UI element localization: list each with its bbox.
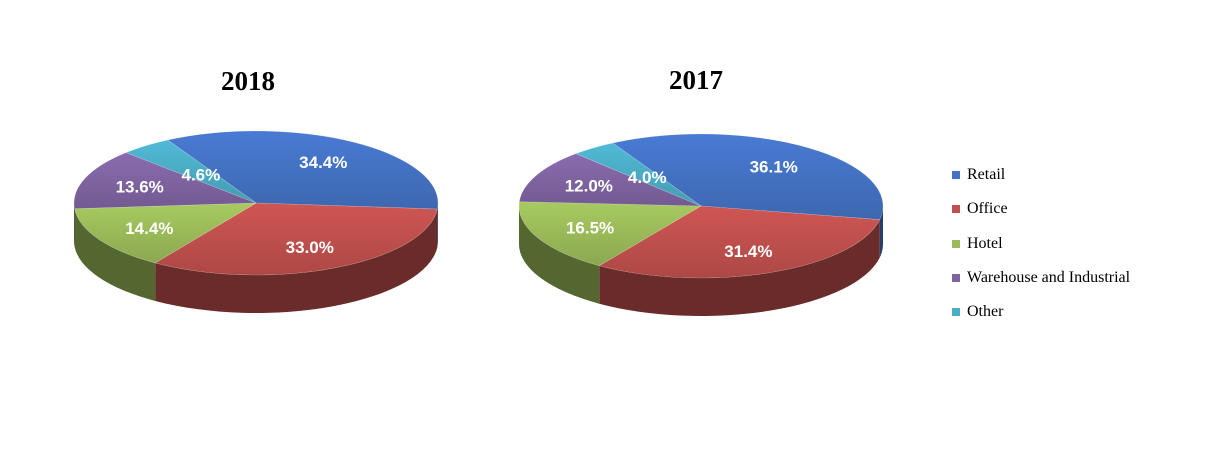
- data-label-warehouse-and-industrial: 13.6%: [116, 177, 164, 196]
- pie-slice-office: [598, 205, 881, 279]
- data-label-hotel: 16.5%: [566, 219, 614, 238]
- pie-slice-other: [125, 139, 257, 204]
- pie-slice-office: [154, 202, 438, 276]
- pie-chart-2018: 2018 34.4% 33.0% 14.4% 13.6% 4.6%: [73, 66, 439, 313]
- data-label-retail: 36.1%: [750, 157, 798, 176]
- pie-slice-hotel: [74, 202, 257, 264]
- legend-item-warehouse-and-industrial: Warehouse and Industrial: [952, 261, 1130, 295]
- legend-swatch: [952, 274, 960, 283]
- pie-chart-2017: 2017 36.1% 31.4% 16.5% 12.0% 4.0%: [518, 65, 884, 316]
- legend-item-hotel: Hotel: [952, 227, 1130, 261]
- pie-slice-other: [575, 142, 702, 207]
- pie-side-office: [599, 219, 880, 316]
- pie-slice-retail: [167, 130, 439, 210]
- data-label-other: 4.0%: [628, 168, 667, 187]
- legend-swatch: [952, 205, 960, 214]
- data-label-office: 33.0%: [286, 238, 334, 257]
- pie-side-office: [155, 209, 438, 313]
- pie-side-retail: [437, 203, 438, 248]
- pie-side-warehouse-and-industrial: [74, 203, 75, 247]
- chart-title: 2018: [221, 66, 275, 96]
- legend-label: Retail: [967, 166, 1006, 184]
- pie-side-hotel: [519, 206, 600, 304]
- legend-item-retail: Retail: [952, 158, 1130, 192]
- legend-label: Warehouse and Industrial: [967, 269, 1131, 287]
- pie-side-hotel: [74, 208, 156, 301]
- legend-label: Hotel: [967, 234, 1003, 252]
- pie-slice-warehouse-and-industrial: [73, 152, 257, 209]
- data-label-office: 31.4%: [724, 242, 772, 261]
- data-label-warehouse-and-industrial: 12.0%: [565, 176, 613, 195]
- legend-label: Office: [967, 200, 1008, 218]
- chart-title: 2017: [669, 65, 723, 95]
- pie-side-walls: [74, 203, 438, 313]
- legend-swatch: [952, 308, 960, 317]
- chart-legend: Retail Office Hotel Warehouse and Industria…: [952, 158, 1130, 329]
- legend-item-other: Other: [952, 295, 1130, 329]
- data-label-retail: 34.4%: [299, 153, 347, 172]
- pie-side-retail: [879, 206, 883, 258]
- pie-side-walls: [519, 206, 883, 316]
- pie-slice-retail: [612, 133, 884, 221]
- legend-swatch: [952, 171, 960, 180]
- pie-slice-hotel: [518, 201, 703, 267]
- data-label-hotel: 14.4%: [125, 219, 173, 238]
- data-label-other: 4.6%: [182, 165, 221, 184]
- legend-item-office: Office: [952, 192, 1130, 226]
- legend-swatch: [952, 239, 960, 248]
- legend-label: Other: [967, 303, 1004, 321]
- pie-slice-warehouse-and-industrial: [518, 153, 702, 207]
